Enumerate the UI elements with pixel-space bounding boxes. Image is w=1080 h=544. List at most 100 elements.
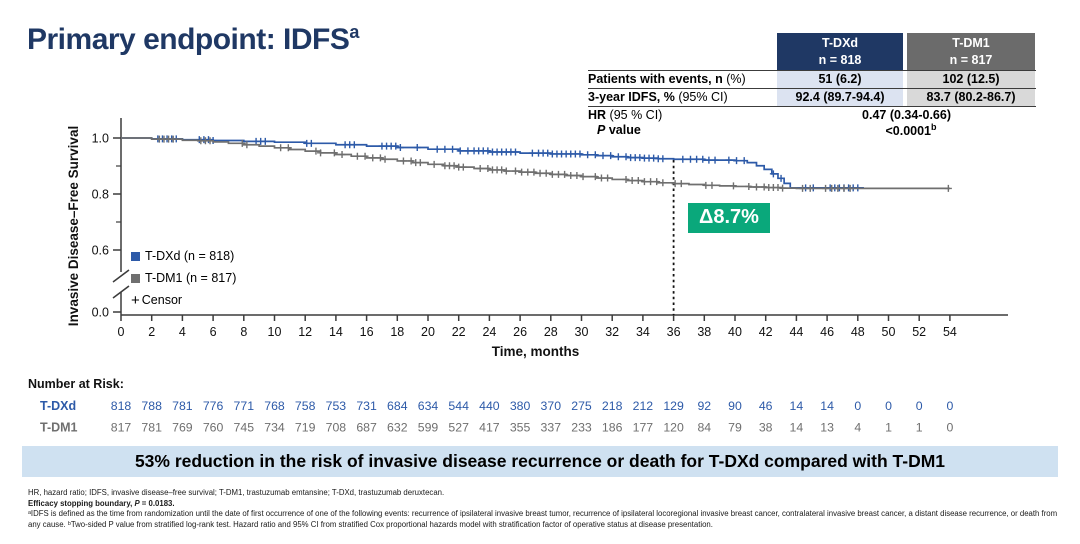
svg-text:32: 32 — [605, 325, 619, 339]
svg-text:781: 781 — [141, 421, 162, 435]
svg-text:771: 771 — [234, 399, 255, 413]
svg-text:1.0: 1.0 — [92, 131, 109, 145]
svg-text:634: 634 — [418, 399, 439, 413]
stat-header-tdxd: T-DXd n = 818 — [777, 33, 903, 70]
km-curve-t-dxd — [121, 137, 864, 189]
svg-text:818: 818 — [111, 399, 132, 413]
svg-text:26: 26 — [513, 325, 527, 339]
svg-text:731: 731 — [356, 399, 377, 413]
risk-row-t-dm1: T-DM1 817 781 769 760 745 734 719 708 687 632 599 52… — [40, 421, 953, 435]
tdm1-swatch-icon — [131, 273, 140, 283]
svg-text:684: 684 — [387, 399, 408, 413]
legend-item-censor: + Censor — [131, 289, 236, 311]
svg-text:14: 14 — [329, 325, 343, 339]
svg-text:36: 36 — [667, 325, 681, 339]
axis-break-mark — [112, 269, 130, 283]
svg-text:370: 370 — [541, 399, 562, 413]
svg-text:781: 781 — [172, 399, 193, 413]
svg-text:186: 186 — [602, 421, 623, 435]
svg-text:1: 1 — [885, 421, 892, 435]
axis-break-mark — [112, 285, 130, 299]
legend-item-tdxd: T-DXd (n = 818) — [131, 245, 236, 267]
svg-text:42: 42 — [759, 325, 773, 339]
svg-text:417: 417 — [479, 421, 500, 435]
svg-text:20: 20 — [421, 325, 435, 339]
svg-text:788: 788 — [141, 399, 162, 413]
svg-text:52: 52 — [912, 325, 926, 339]
legend-censor-label: Censor — [141, 293, 183, 307]
svg-text:776: 776 — [203, 399, 224, 413]
stat-row-events: Patients with events, n (%) 51 (6.2) 102… — [588, 70, 1036, 88]
stat-column-gap — [903, 71, 907, 88]
svg-text:0.8: 0.8 — [92, 187, 109, 201]
svg-text:38: 38 — [697, 325, 711, 339]
svg-text:14: 14 — [790, 421, 804, 435]
svg-text:233: 233 — [571, 421, 592, 435]
svg-text:440: 440 — [479, 399, 500, 413]
svg-text:92: 92 — [697, 399, 711, 413]
svg-text:30: 30 — [575, 325, 589, 339]
svg-text:527: 527 — [448, 421, 469, 435]
svg-text:337: 337 — [541, 421, 562, 435]
legend-tdxd-label: T-DXd (n = 818) — [145, 249, 235, 263]
censor-plus-icon: + — [131, 291, 140, 309]
svg-text:0: 0 — [946, 421, 953, 435]
stat-events-tdxd: 51 (6.2) — [777, 71, 903, 88]
svg-text:10: 10 — [268, 325, 282, 339]
svg-text:18: 18 — [390, 325, 404, 339]
y-axis: 1.0 0.8 0.6 0.0 Invasive Disease–Free Surviv… — [66, 118, 130, 326]
stat-column-gap — [903, 89, 907, 106]
km-chart: 1.0 0.8 0.6 0.0 Invasive Disease–Free Surviv… — [28, 118, 1008, 435]
svg-text:84: 84 — [697, 421, 711, 435]
tdxd-swatch-icon — [131, 251, 140, 261]
stat-table: T-DXd n = 818 T-DM1 n = 817 Patients wit… — [588, 33, 1036, 138]
svg-text:544: 544 — [448, 399, 469, 413]
y-axis-title: Invasive Disease–Free Survival — [66, 126, 81, 326]
x-axis-title: Time, months — [492, 344, 580, 359]
svg-text:48: 48 — [851, 325, 865, 339]
svg-text:380: 380 — [510, 399, 531, 413]
svg-text:50: 50 — [882, 325, 896, 339]
stat-header-tdm1-n: n = 817 — [949, 52, 993, 67]
svg-text:12: 12 — [298, 325, 312, 339]
svg-text:44: 44 — [789, 325, 803, 339]
svg-text:4: 4 — [179, 325, 186, 339]
svg-text:129: 129 — [663, 399, 684, 413]
svg-text:4: 4 — [854, 421, 861, 435]
stat-header-tdm1: T-DM1 n = 817 — [907, 33, 1035, 70]
svg-text:13: 13 — [820, 421, 834, 435]
legend-item-tdm1: T-DM1 (n = 817) — [131, 267, 236, 289]
legend-tdm1-label: T-DM1 (n = 817) — [145, 271, 237, 285]
stat-row-3yr-label: 3-year IDFS, % (95% CI) — [588, 90, 728, 105]
stat-events-tdm1: 102 (12.5) — [907, 71, 1035, 88]
svg-text:0.6: 0.6 — [92, 243, 109, 257]
risk-row-t-dxd: T-DXd 818 788 781 776 771 768 758 753 731 684 634 54… — [40, 399, 953, 413]
km-curve-t-dm1 — [121, 137, 950, 190]
number-at-risk-table: Number at Risk: T-DXd 818 788 781 776 771 768 75… — [28, 377, 953, 435]
conclusion-banner: 53% reduction in the risk of invasive di… — [22, 446, 1058, 477]
svg-text:817: 817 — [111, 421, 132, 435]
delta-annotation: Δ8.7% — [688, 203, 770, 233]
svg-text:275: 275 — [571, 399, 592, 413]
page-title: Primary endpoint: IDFSa — [27, 22, 359, 57]
stat-row-events-label: Patients with events, n (%) — [588, 72, 746, 87]
svg-text:38: 38 — [759, 421, 773, 435]
svg-text:0: 0 — [916, 399, 923, 413]
svg-text:46: 46 — [820, 325, 834, 339]
svg-text:760: 760 — [203, 421, 224, 435]
page-title-text: Primary endpoint: IDFS — [27, 23, 350, 56]
footnote-stopping-boundary: Efficacy stopping boundary, P = 0.0183. — [28, 498, 175, 508]
svg-text:79: 79 — [728, 421, 742, 435]
svg-text:769: 769 — [172, 421, 193, 435]
svg-text:8: 8 — [240, 325, 247, 339]
number-at-risk-heading: Number at Risk: — [28, 377, 124, 391]
svg-text:34: 34 — [636, 325, 650, 339]
stat-pvalue-value: <0.0001b — [885, 121, 937, 139]
footnotes: HR, hazard ratio; IDFS, invasive disease… — [28, 488, 1062, 530]
svg-text:40: 40 — [728, 325, 742, 339]
svg-text:120: 120 — [663, 421, 684, 435]
svg-text:22: 22 — [452, 325, 466, 339]
svg-text:14: 14 — [820, 399, 834, 413]
x-axis: 0 2 4 6 8 10 12 14 16 18 20 22 24 26 28 30 32 34 36 38 40 42 4… — [118, 314, 1008, 359]
